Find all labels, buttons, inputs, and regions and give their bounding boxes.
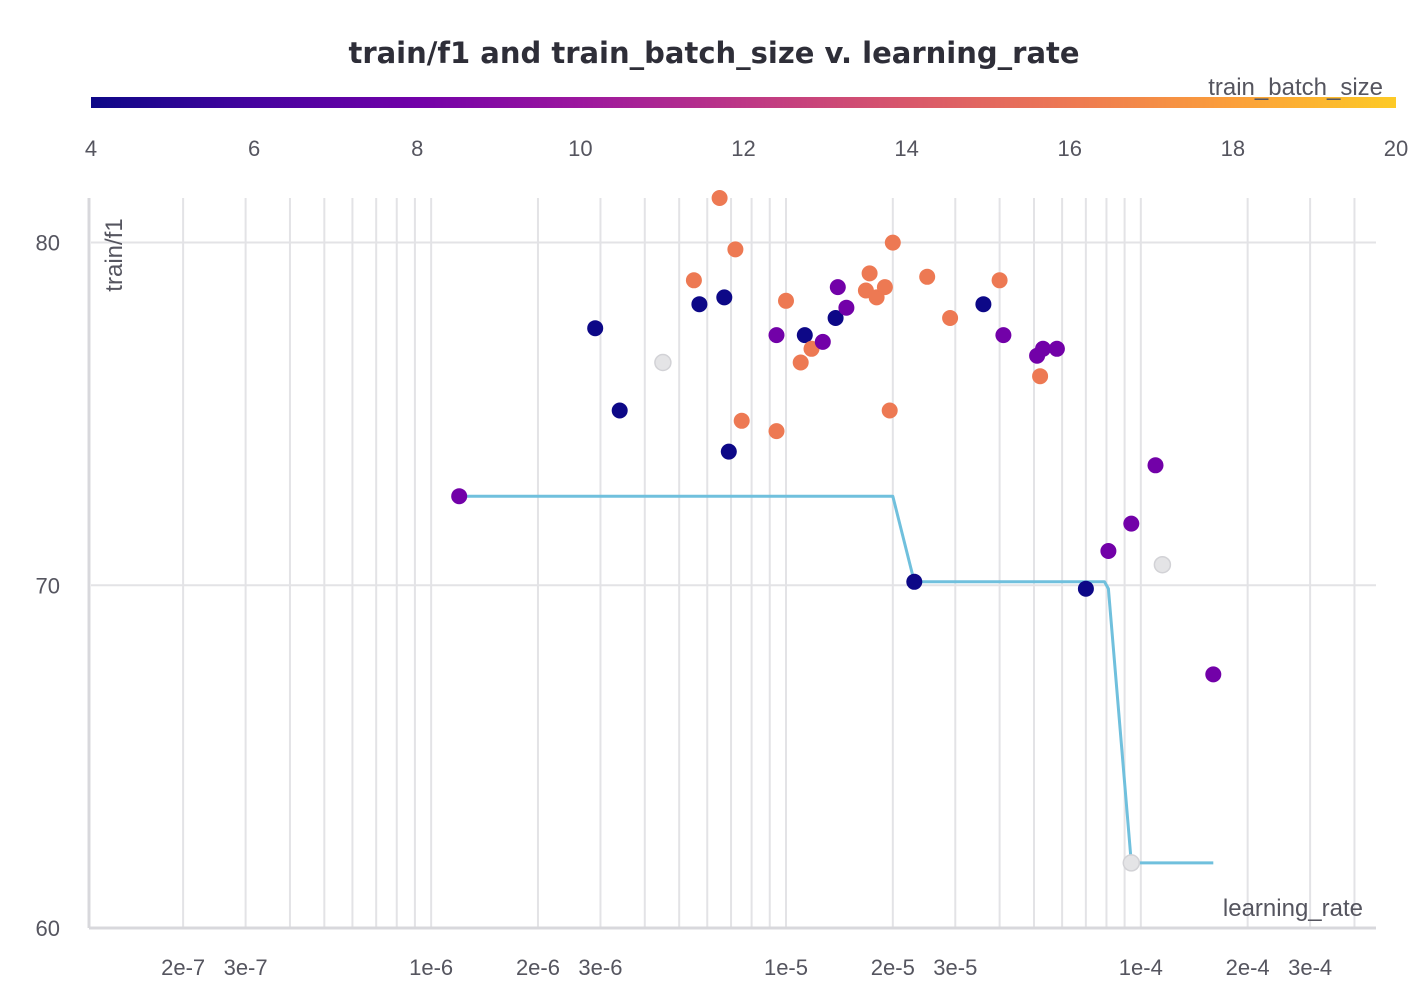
scatter-point[interactable] xyxy=(829,279,846,296)
scatter-point[interactable] xyxy=(796,327,813,344)
scatter-point[interactable] xyxy=(861,265,878,282)
scatter-point[interactable] xyxy=(1122,854,1141,872)
scatter-point[interactable] xyxy=(587,320,604,337)
x-tick-label: 3e-4 xyxy=(1288,955,1332,980)
scatter-point[interactable] xyxy=(1205,666,1222,683)
x-tick-label: 3e-7 xyxy=(224,955,268,980)
scatter-point[interactable] xyxy=(942,310,959,326)
colorbar-tick-label: 8 xyxy=(411,136,423,161)
y-tick-label: 60 xyxy=(36,916,60,941)
y-tick-label: 80 xyxy=(36,231,60,256)
scatter-point[interactable] xyxy=(995,327,1012,344)
x-tick-label: 2e-4 xyxy=(1226,955,1270,980)
scatter-point[interactable] xyxy=(876,279,893,296)
scatter-point[interactable] xyxy=(768,327,785,344)
scatter-point[interactable] xyxy=(720,443,737,460)
scatter-point[interactable] xyxy=(711,190,728,206)
colorbar-tick-label: 14 xyxy=(894,136,918,161)
scatter-point[interactable] xyxy=(991,272,1008,289)
x-tick-label: 2e-6 xyxy=(516,955,560,980)
scatter-point[interactable] xyxy=(1048,340,1065,357)
colorbar-label: train_batch_size xyxy=(1208,74,1383,101)
colorbar-tick-label: 20 xyxy=(1384,136,1408,161)
scatter-point[interactable] xyxy=(975,296,992,313)
colorbar-tick-label: 10 xyxy=(568,136,592,161)
scatter-point[interactable] xyxy=(814,333,831,350)
x-tick-label: 1e-6 xyxy=(409,955,453,980)
best-value-line xyxy=(459,494,1214,865)
x-tick-label: 2e-5 xyxy=(871,955,915,980)
scatter-point[interactable] xyxy=(827,310,844,326)
scatter-point[interactable] xyxy=(1035,340,1051,357)
scatter-point[interactable] xyxy=(778,292,794,309)
scatter-point[interactable] xyxy=(919,268,936,285)
x-tick-label: 1e-5 xyxy=(764,955,808,980)
y-tick-label: 70 xyxy=(36,573,60,598)
scatter-point[interactable] xyxy=(611,402,628,419)
x-axis-label: learning_rate xyxy=(1223,895,1363,922)
scatter-point[interactable] xyxy=(727,241,744,258)
colorbar-gradient xyxy=(91,97,1396,108)
scatter-point[interactable] xyxy=(1100,543,1117,559)
colorbar: train_batch_size 4 6 8 10 12 14 16 18 20 xyxy=(85,74,1408,161)
scatter-point[interactable] xyxy=(733,412,750,429)
colorbar-tick-label: 16 xyxy=(1058,136,1082,161)
scatter-point[interactable] xyxy=(1147,457,1164,474)
scatter-point[interactable] xyxy=(451,488,468,505)
scatter-point[interactable] xyxy=(792,354,809,371)
colorbar-tick-label: 12 xyxy=(731,136,755,161)
scatter-point[interactable] xyxy=(881,402,898,419)
scatter-point[interactable] xyxy=(906,573,923,590)
scatter-point[interactable] xyxy=(716,289,733,306)
scatter-point[interactable] xyxy=(1032,368,1049,385)
scatter-point[interactable] xyxy=(1153,555,1172,574)
chart-title: train/f1 and train_batch_size v. learnin… xyxy=(348,36,1079,70)
scatter-point[interactable] xyxy=(1077,580,1094,597)
scatter-point[interactable] xyxy=(768,423,785,440)
x-tick-label: 3e-6 xyxy=(578,955,622,980)
colorbar-tick-label: 4 xyxy=(85,136,97,161)
y-axis-label: train/f1 xyxy=(101,218,128,291)
colorbar-tick-label: 18 xyxy=(1221,136,1245,161)
x-tick-label: 1e-4 xyxy=(1119,955,1163,980)
scatter-point[interactable] xyxy=(654,353,672,372)
scatter-point[interactable] xyxy=(1123,515,1140,532)
scatter-point[interactable] xyxy=(685,272,702,289)
x-tick-label: 2e-7 xyxy=(161,955,205,980)
x-tick-label: 3e-5 xyxy=(933,955,977,980)
scatter-point[interactable] xyxy=(884,234,901,251)
scatter-point[interactable] xyxy=(838,299,855,316)
colorbar-tick-label: 6 xyxy=(248,136,260,161)
scatter-point[interactable] xyxy=(691,296,708,313)
